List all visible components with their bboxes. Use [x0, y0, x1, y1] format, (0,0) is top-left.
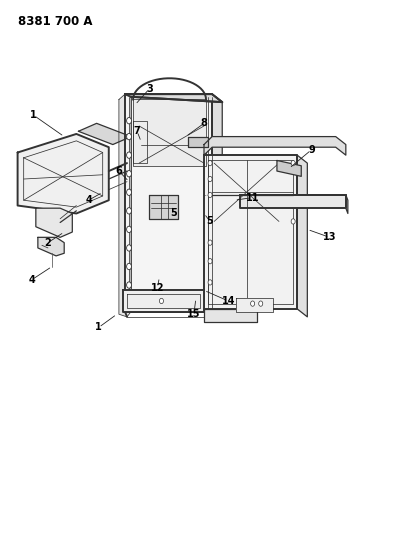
Circle shape — [126, 117, 131, 124]
Text: 1: 1 — [95, 322, 102, 333]
Text: 6: 6 — [115, 166, 122, 176]
Polygon shape — [36, 208, 72, 237]
Circle shape — [208, 176, 212, 182]
Circle shape — [291, 219, 295, 224]
Text: 11: 11 — [246, 192, 259, 203]
Text: 7: 7 — [134, 126, 140, 136]
Circle shape — [126, 208, 131, 214]
Text: 3: 3 — [146, 84, 153, 94]
Circle shape — [259, 301, 263, 306]
Circle shape — [126, 171, 131, 177]
Polygon shape — [204, 309, 257, 322]
Circle shape — [126, 245, 131, 251]
Circle shape — [291, 160, 295, 166]
Circle shape — [208, 192, 212, 198]
Text: 5: 5 — [207, 216, 213, 227]
Polygon shape — [204, 155, 297, 309]
Polygon shape — [297, 155, 307, 317]
Circle shape — [251, 301, 255, 306]
Polygon shape — [18, 134, 109, 214]
Circle shape — [126, 226, 131, 232]
Text: 4: 4 — [85, 195, 92, 205]
Polygon shape — [125, 94, 222, 102]
Polygon shape — [236, 298, 273, 312]
Text: 1: 1 — [31, 110, 37, 120]
Circle shape — [126, 152, 131, 158]
Text: 5: 5 — [170, 208, 177, 219]
Text: 4: 4 — [29, 274, 35, 285]
Circle shape — [208, 259, 212, 264]
Polygon shape — [125, 94, 212, 312]
Polygon shape — [212, 94, 222, 319]
Polygon shape — [123, 290, 204, 312]
Text: 2: 2 — [44, 238, 51, 248]
Circle shape — [208, 240, 212, 245]
Circle shape — [126, 189, 131, 196]
Polygon shape — [133, 100, 206, 166]
Circle shape — [208, 280, 212, 285]
Text: 13: 13 — [323, 232, 336, 243]
Polygon shape — [149, 195, 177, 219]
Text: 15: 15 — [187, 309, 201, 319]
Circle shape — [126, 263, 131, 270]
Polygon shape — [240, 195, 346, 208]
Text: 8: 8 — [201, 118, 207, 128]
Polygon shape — [188, 136, 208, 147]
Polygon shape — [204, 136, 346, 155]
Polygon shape — [277, 160, 301, 176]
Polygon shape — [78, 123, 131, 144]
Text: 14: 14 — [222, 296, 235, 306]
Circle shape — [126, 282, 131, 288]
Circle shape — [208, 160, 212, 166]
Circle shape — [160, 298, 164, 304]
Polygon shape — [119, 94, 131, 317]
Polygon shape — [346, 195, 348, 214]
Text: 9: 9 — [308, 145, 315, 155]
Text: 12: 12 — [151, 282, 164, 293]
Circle shape — [126, 133, 131, 140]
Text: 8381 700 A: 8381 700 A — [18, 14, 92, 28]
Polygon shape — [38, 237, 64, 256]
